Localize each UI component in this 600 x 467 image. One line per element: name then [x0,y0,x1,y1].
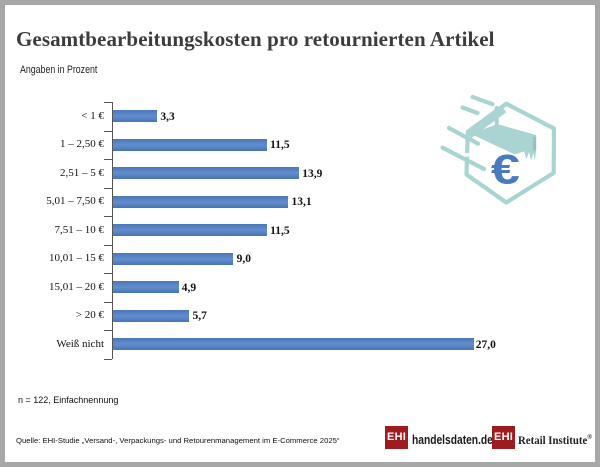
svg-text:€: € [491,146,520,193]
